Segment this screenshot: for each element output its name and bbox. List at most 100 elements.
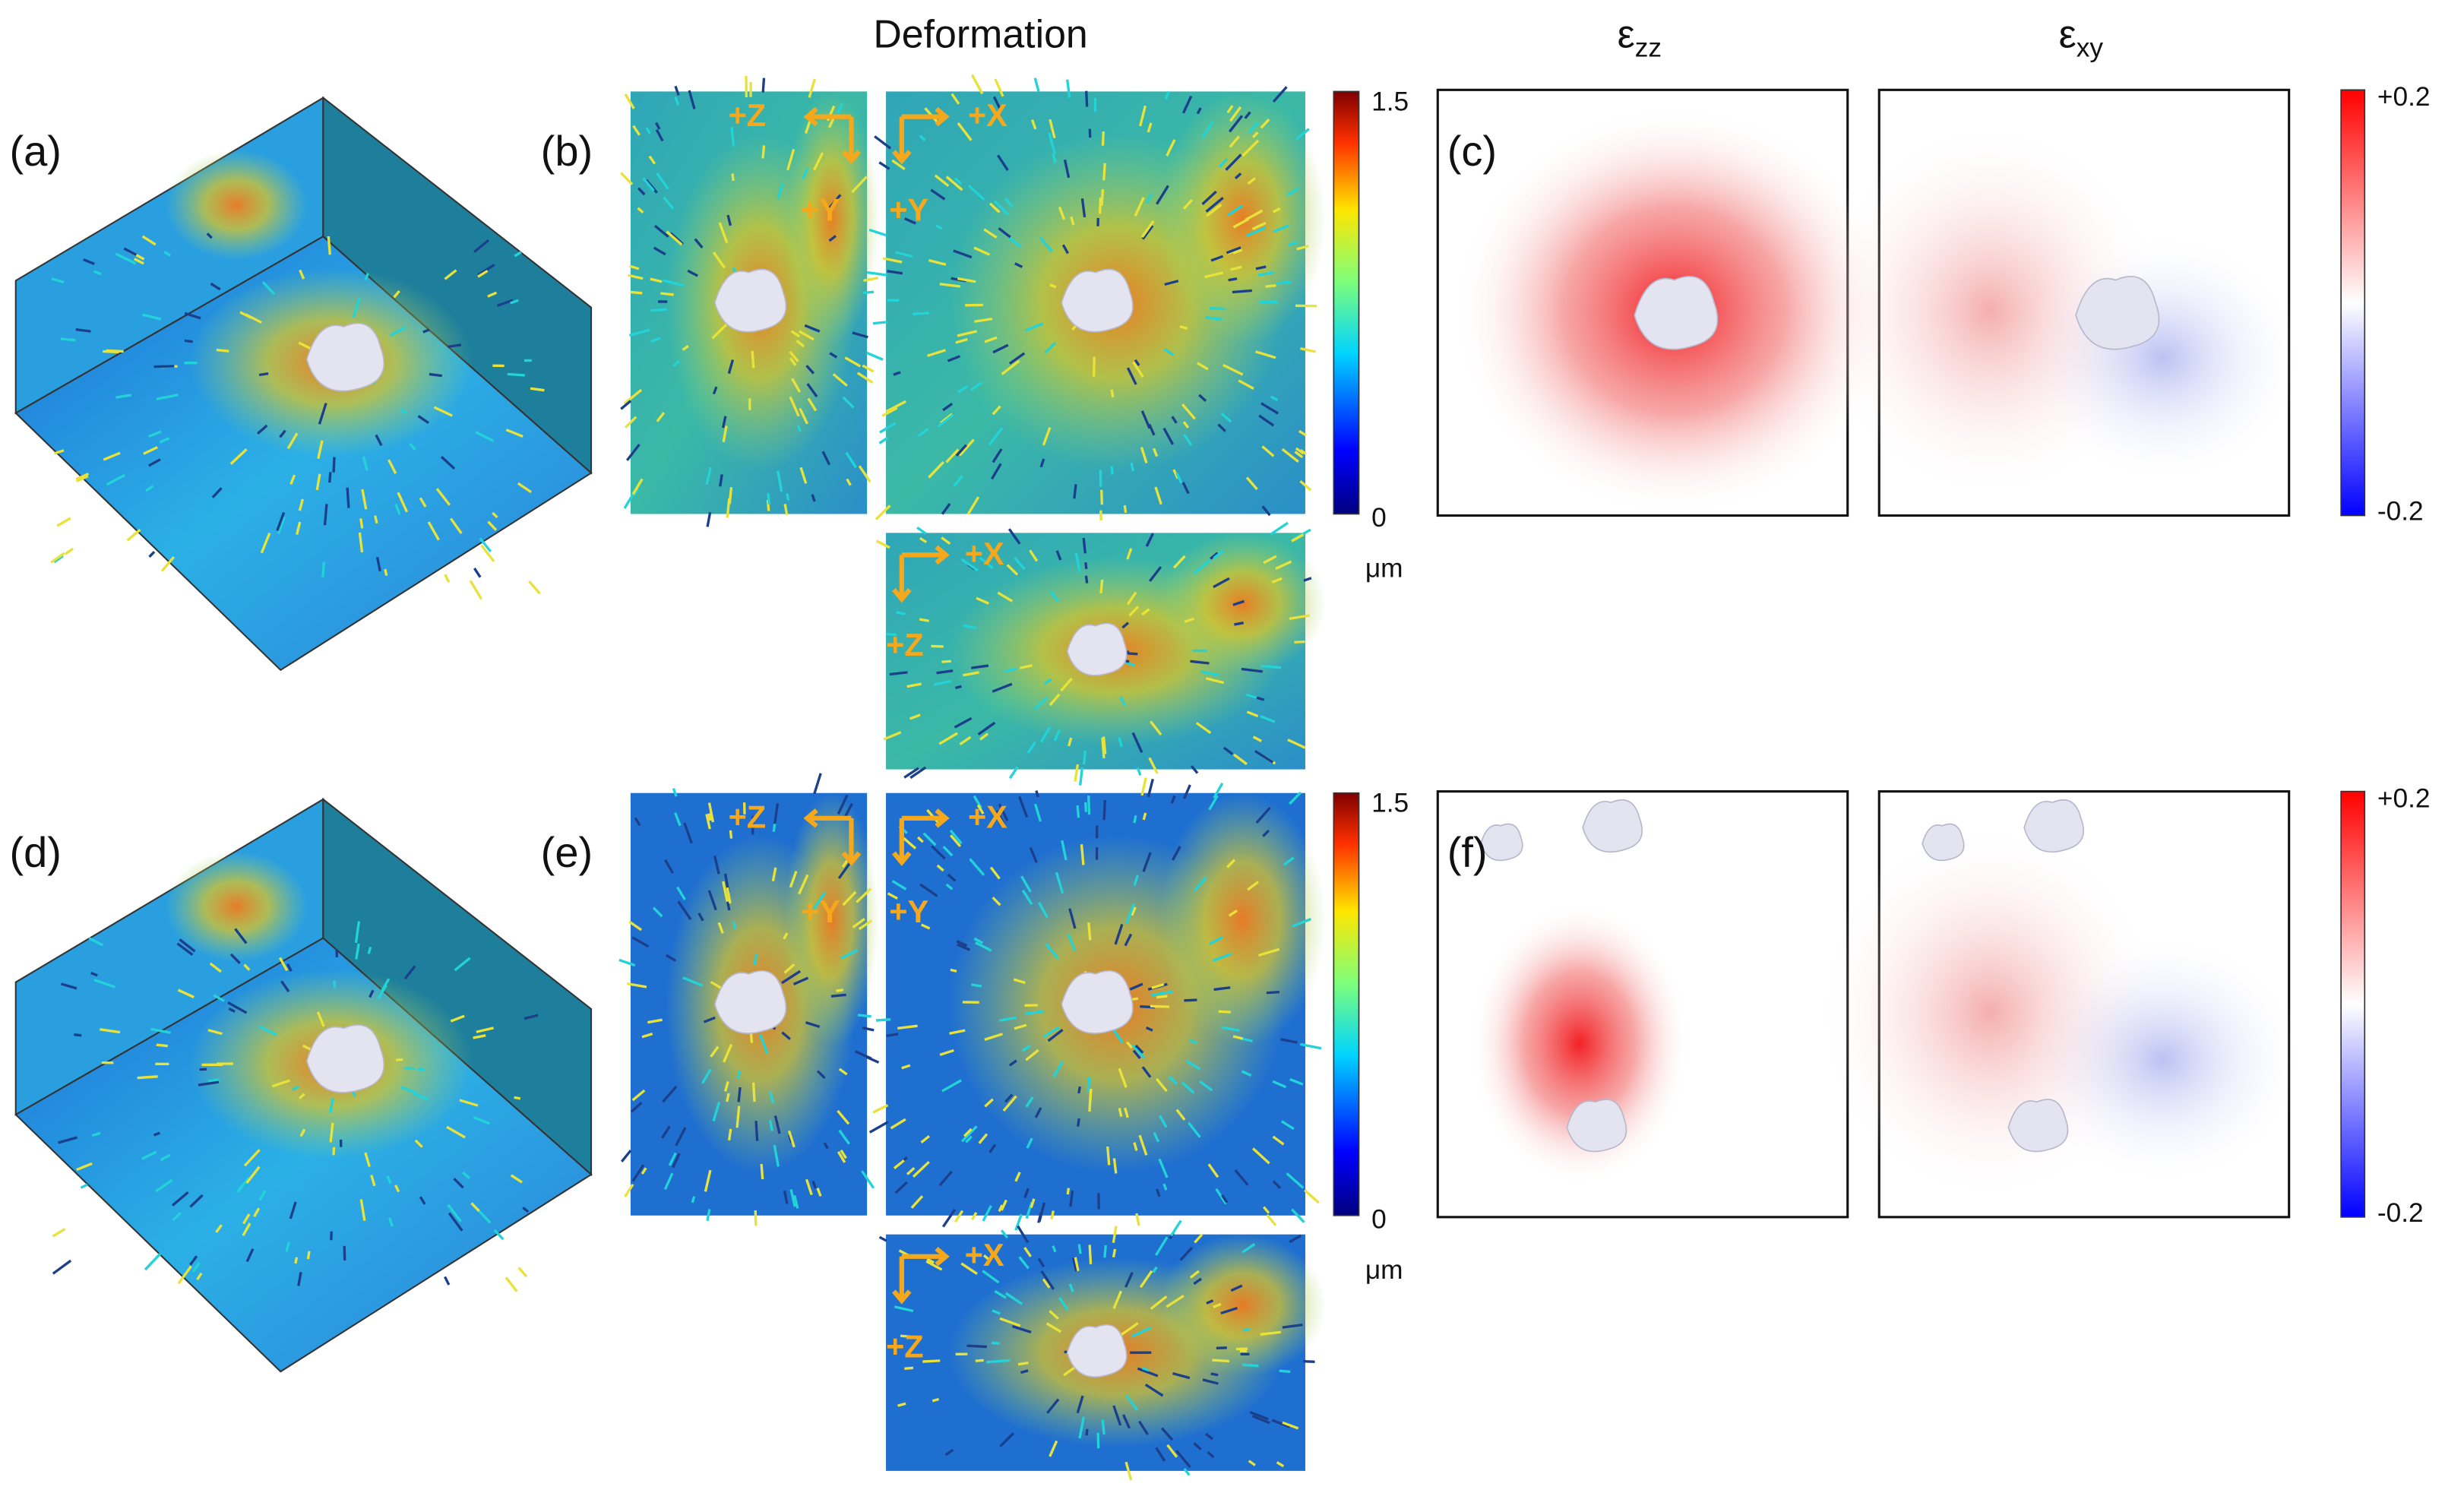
vector-arrow — [475, 430, 495, 442]
vector-arrow — [1033, 803, 1042, 822]
vector-arrow — [358, 532, 364, 553]
axis-arrow — [901, 1246, 950, 1267]
vector-arrow — [697, 913, 704, 922]
axis-label: +Y — [801, 894, 840, 929]
vector-arrow — [777, 470, 783, 492]
vector-arrow — [317, 440, 324, 460]
vector-arrow — [861, 1170, 875, 1189]
vector-arrow — [1133, 875, 1140, 886]
vector-arrow — [1300, 346, 1316, 353]
vector-arrow — [1246, 226, 1267, 237]
vector-arrow — [1220, 412, 1232, 423]
vector-arrow — [927, 349, 946, 357]
vector-arrow — [1029, 549, 1039, 562]
vector-arrow — [1101, 131, 1105, 146]
vector-arrow — [364, 1152, 371, 1168]
vector-arrow — [628, 274, 644, 280]
vector-arrow — [1248, 1460, 1256, 1466]
vector-arrow — [768, 1119, 773, 1131]
vector-arrow — [912, 1160, 930, 1178]
vector-arrow — [453, 1178, 464, 1189]
vector-arrow — [717, 922, 724, 934]
vector-arrow — [1158, 1158, 1169, 1178]
vector-arrow — [1068, 1283, 1074, 1293]
vector-arrow — [450, 1014, 465, 1023]
vector-arrow — [706, 511, 712, 527]
vector-arrow — [477, 264, 495, 277]
vector-arrow — [862, 1026, 875, 1032]
vector-arrow — [891, 880, 907, 890]
vector-arrow — [1152, 448, 1159, 457]
vector-arrow — [1216, 1346, 1227, 1349]
vector-arrow — [845, 451, 858, 469]
vector-arrow — [887, 270, 903, 275]
vector-arrow — [677, 900, 692, 920]
vector-arrow — [133, 258, 144, 265]
vector-arrow — [1249, 1411, 1269, 1421]
vector-arrow — [75, 327, 91, 333]
vector-arrow — [950, 93, 960, 105]
vector-arrow — [838, 1129, 850, 1145]
vector-arrow — [294, 1257, 299, 1264]
vector-arrow — [637, 207, 644, 214]
vector-arrow — [724, 1080, 729, 1092]
vector-arrow — [1255, 350, 1276, 359]
vector-arrow — [866, 270, 888, 277]
vector-arrow — [1034, 1107, 1042, 1118]
vector-arrow — [947, 873, 957, 882]
vector-arrow — [172, 1212, 182, 1222]
vector-arrow — [1179, 325, 1188, 331]
vector-arrow — [329, 1122, 334, 1143]
vector-arrow — [1241, 667, 1263, 673]
vector-arrow — [969, 858, 985, 876]
colorbar-label: +0.2 — [2377, 82, 2431, 112]
vector-arrow — [1188, 1121, 1201, 1138]
vector-arrow — [1155, 1236, 1169, 1256]
vector-arrow — [1004, 667, 1017, 673]
vector-arrow — [984, 336, 998, 343]
vector-arrow — [1039, 236, 1053, 253]
vector-arrow — [1200, 121, 1214, 139]
vector-arrow — [728, 487, 733, 505]
vector-arrow — [1038, 901, 1049, 919]
vector-arrow — [1101, 737, 1105, 759]
vector-arrow — [1052, 153, 1057, 163]
vector-arrow — [115, 252, 137, 265]
particle — [1066, 622, 1128, 676]
vector-arrow — [51, 277, 65, 284]
vector-arrow — [970, 1211, 978, 1221]
vector-arrow — [1234, 172, 1242, 179]
vector-arrow — [977, 721, 996, 735]
vector-arrow — [995, 810, 1006, 825]
vector-arrow — [1048, 132, 1056, 154]
vector-arrow — [1260, 1330, 1281, 1336]
vector-arrow — [925, 1260, 943, 1271]
vector-arrow — [754, 1121, 759, 1141]
vector-arrow — [239, 311, 252, 319]
vector-arrow — [971, 664, 989, 669]
vector-arrow — [663, 1172, 674, 1190]
vector-arrow — [1164, 90, 1170, 100]
vector-arrow — [1079, 767, 1084, 786]
vector-arrow — [631, 1089, 646, 1102]
vector-arrow — [937, 413, 954, 428]
vector-arrow — [412, 1092, 429, 1101]
vector-arrow — [807, 397, 818, 412]
vector-arrow — [781, 1031, 791, 1040]
vector-arrow — [52, 1259, 72, 1275]
vector-arrow — [620, 400, 632, 410]
vector-arrow — [625, 416, 637, 429]
vector-arrow — [992, 343, 1009, 354]
vector-arrow — [507, 372, 525, 377]
vector-arrow — [761, 145, 766, 159]
colorbar-label: +0.2 — [2377, 783, 2431, 813]
vector-arrow — [1142, 852, 1152, 872]
vector-arrow — [1193, 1442, 1202, 1450]
vector-arrow — [1018, 796, 1029, 818]
vector-arrow — [707, 890, 717, 911]
vector-arrow — [992, 682, 1013, 693]
vector-arrow — [1148, 757, 1159, 774]
vector-arrow — [1151, 990, 1173, 997]
vector-arrow — [963, 671, 979, 677]
vector-arrow — [624, 1183, 634, 1197]
